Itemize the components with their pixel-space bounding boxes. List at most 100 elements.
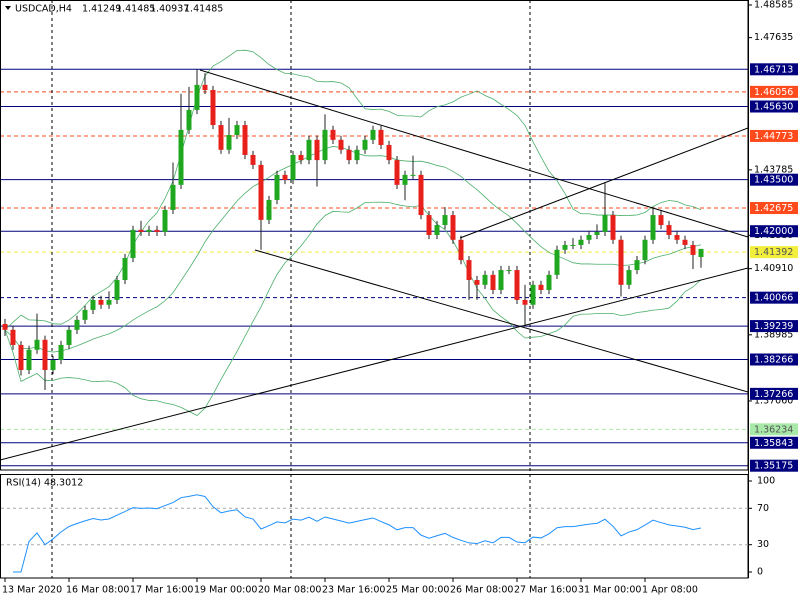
x-tick-label: 23 Mar 16:00 [322,585,385,596]
x-tick-label: 1 Apr 08:00 [642,585,698,596]
candle-body [474,280,480,285]
band-line [4,146,702,353]
candle-body [186,109,192,130]
candle-body [690,244,696,255]
candle-body [290,154,296,181]
candle-body [98,299,104,305]
candle-body [226,135,232,150]
level-box [750,202,798,215]
level-label: 1.44773 [754,131,793,142]
candle-body [362,139,368,150]
level-box [750,173,798,186]
candle-body [170,184,176,210]
level-label: 1.41392 [754,247,793,258]
candle-body [106,299,112,305]
candle-body [130,229,136,259]
candle-body [554,249,560,275]
candle-body [242,125,248,155]
candle-body [338,139,344,150]
candle-body [482,274,488,285]
level-box [750,353,798,366]
candle-body [450,215,456,240]
symbol: USDCAD,H4 [15,4,72,15]
candle-body [522,299,528,305]
candles [2,69,704,390]
candle-body [674,235,680,240]
y-tick-label: 1.47635 [754,32,793,43]
candle-body [234,125,240,136]
candle-body [2,323,8,330]
candle-body [266,199,272,220]
level-box [750,436,798,449]
candle-body [298,154,304,161]
candle-body [666,225,672,235]
candle-body [322,129,328,161]
candle-body [26,349,32,371]
candle-body [682,239,688,245]
candle-body [442,215,448,226]
candle-body [370,129,376,140]
rsi-layer: 0 30 70 100 [1,476,775,578]
candle-body [578,239,584,245]
x-tick-label: 27 Mar 16:00 [514,585,577,596]
level-layer [0,68,748,467]
level-label: 1.37266 [754,389,793,400]
level-box [750,423,798,436]
candle-body [114,280,120,300]
candle-body [594,231,600,235]
candle-body [698,248,704,258]
header-close: 1.41485 [184,4,223,15]
level-label: 1.42000 [754,226,793,237]
level-box [750,63,798,76]
level-label: 1.43500 [754,175,793,186]
level-box [750,291,798,304]
level-label: 1.42675 [754,203,793,214]
candle-body [18,344,24,371]
x-tick-label: 17 Mar 16:00 [130,585,193,596]
candle-body [138,229,144,232]
price-axis: 1.485851.476351.437851.418801.409101.389… [748,0,798,578]
candle-body [586,235,592,240]
rsi-tick-label: 70 [757,503,769,514]
candle-body [34,339,40,350]
candle-body [282,174,288,181]
level-box [750,246,798,259]
candle-body [202,84,208,91]
level-label: 1.35175 [754,461,793,472]
candle-body [490,274,496,290]
candle-body [218,125,224,150]
candle-body [434,225,440,235]
header-high: 1.41485 [116,4,155,15]
menu-arrow[interactable] [5,6,11,10]
candle-body [146,229,152,232]
candle-body [626,270,632,285]
level-label: 1.46713 [754,64,793,75]
candle-body [402,174,408,185]
y-tick-label: 1.40910 [754,263,793,274]
candle-body [74,319,80,330]
candle-body [466,260,472,281]
level-label: 1.38266 [754,355,793,366]
candle-body [250,154,256,165]
candle-body [530,284,536,305]
candle-body [618,239,624,285]
candle-body [122,258,128,281]
level-label: 1.46056 [754,87,793,98]
level-label: 1.39239 [754,321,793,332]
candle-body [178,129,184,185]
candle-body [426,215,432,235]
candle-body [386,144,392,161]
x-tick-label: 31 Mar 00:00 [578,585,641,596]
trend-line [254,249,748,393]
x-tick-label: 20 Mar 08:00 [258,585,321,596]
period-separators [51,0,531,578]
x-tick-label: 19 Mar 00:00 [194,585,257,596]
rsi-tick-label: 0 [757,567,763,578]
rsi-title: RSI(14) 48.3012 [6,478,83,489]
candle-body [330,129,336,140]
candle-body [82,309,88,320]
candle-body [546,274,552,290]
